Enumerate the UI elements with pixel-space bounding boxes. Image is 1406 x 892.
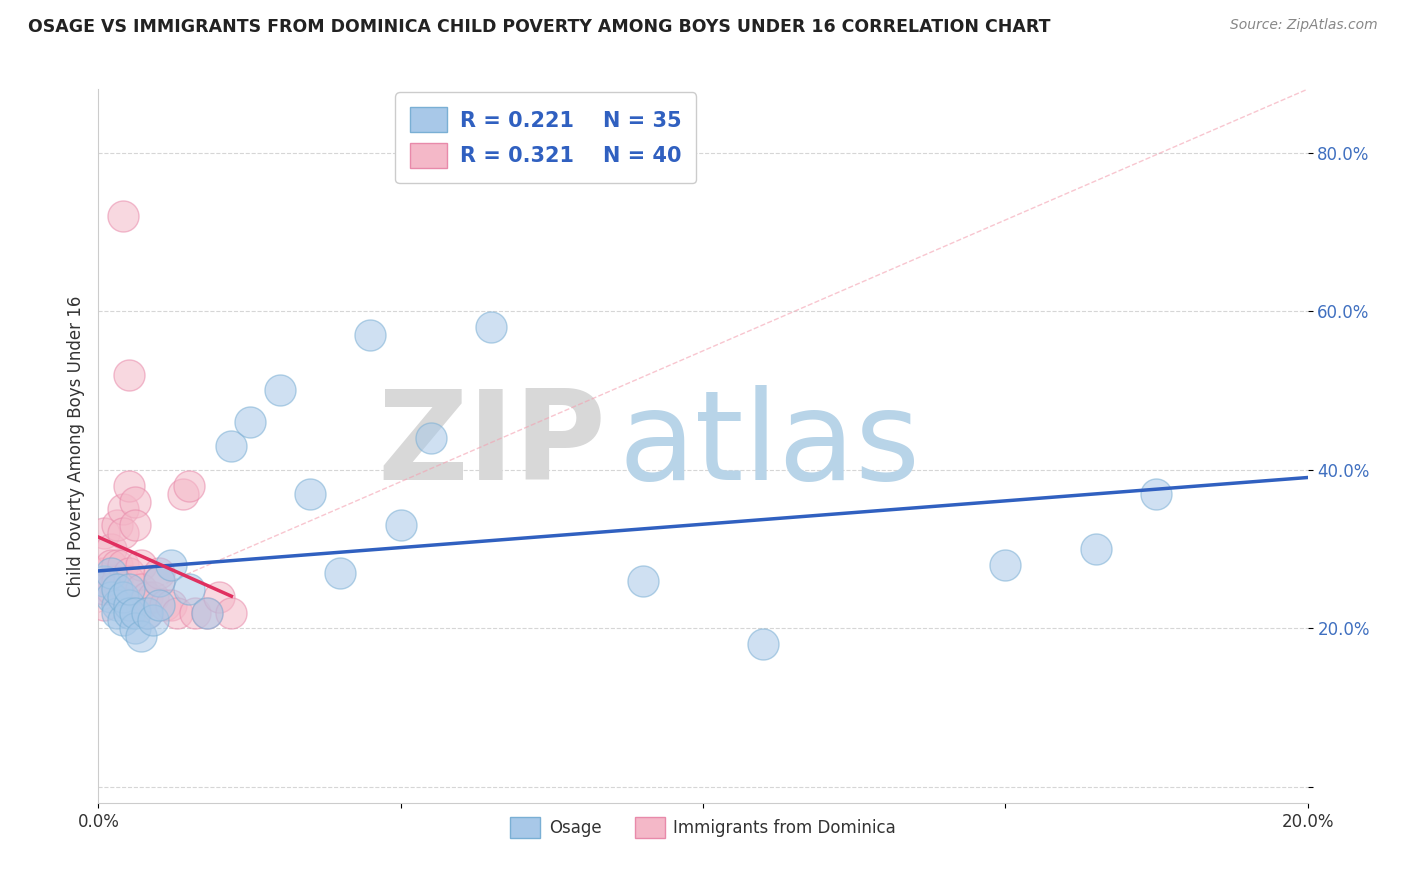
Point [195, 606, 218, 620]
Point [124, 494, 146, 508]
Point [129, 582, 152, 596]
Point [93, 574, 115, 588]
Legend: Osage, Immigrants from Dominica: Osage, Immigrants from Dominica [503, 811, 903, 845]
Point [299, 486, 322, 500]
Point [118, 368, 141, 382]
Point [111, 558, 134, 572]
Point [994, 558, 1017, 572]
Point [631, 574, 654, 588]
Point [166, 606, 188, 620]
Text: ZIP: ZIP [378, 385, 606, 507]
Point [87, 566, 110, 580]
Point [124, 621, 146, 635]
Point [124, 518, 146, 533]
Point [221, 606, 243, 620]
Point [105, 598, 128, 612]
Point [111, 614, 134, 628]
Point [195, 606, 218, 620]
Point [148, 574, 170, 588]
Point [105, 518, 128, 533]
Point [129, 629, 152, 643]
Point [93, 598, 115, 612]
Point [752, 637, 775, 651]
Point [360, 328, 382, 343]
Point [93, 526, 115, 541]
Point [208, 590, 231, 604]
Point [100, 542, 122, 557]
Point [160, 558, 183, 572]
Point [111, 590, 134, 604]
Text: Source: ZipAtlas.com: Source: ZipAtlas.com [1230, 18, 1378, 32]
Point [118, 574, 141, 588]
Point [105, 582, 128, 596]
Point [111, 502, 134, 516]
Point [420, 431, 443, 445]
Text: OSAGE VS IMMIGRANTS FROM DOMINICA CHILD POVERTY AMONG BOYS UNDER 16 CORRELATION : OSAGE VS IMMIGRANTS FROM DOMINICA CHILD … [28, 18, 1050, 36]
Point [153, 598, 176, 612]
Point [329, 566, 352, 580]
Point [1085, 542, 1108, 557]
Point [118, 582, 141, 596]
Point [118, 566, 141, 580]
Point [1144, 486, 1167, 500]
Point [105, 582, 128, 596]
Point [135, 590, 157, 604]
Point [160, 598, 183, 612]
Point [239, 415, 262, 429]
Point [100, 566, 122, 580]
Point [100, 582, 122, 596]
Point [179, 478, 201, 492]
Point [111, 526, 134, 541]
Point [118, 606, 141, 620]
Point [111, 209, 134, 223]
Point [93, 566, 115, 580]
Point [100, 558, 122, 572]
Point [135, 606, 157, 620]
Point [148, 574, 170, 588]
Point [105, 574, 128, 588]
Point [269, 384, 291, 398]
Point [118, 598, 141, 612]
Point [129, 598, 152, 612]
Point [221, 439, 243, 453]
Point [389, 518, 412, 533]
Point [148, 566, 170, 580]
Y-axis label: Child Poverty Among Boys Under 16: Child Poverty Among Boys Under 16 [66, 295, 84, 597]
Point [100, 574, 122, 588]
Point [105, 606, 128, 620]
Point [148, 598, 170, 612]
Point [142, 614, 165, 628]
Point [118, 478, 141, 492]
Point [135, 606, 157, 620]
Point [124, 606, 146, 620]
Text: atlas: atlas [619, 385, 921, 507]
Point [105, 558, 128, 572]
Point [100, 590, 122, 604]
Point [142, 590, 165, 604]
Point [172, 486, 194, 500]
Point [179, 582, 201, 596]
Point [129, 558, 152, 572]
Point [481, 320, 503, 334]
Point [184, 606, 207, 620]
Point [93, 582, 115, 596]
